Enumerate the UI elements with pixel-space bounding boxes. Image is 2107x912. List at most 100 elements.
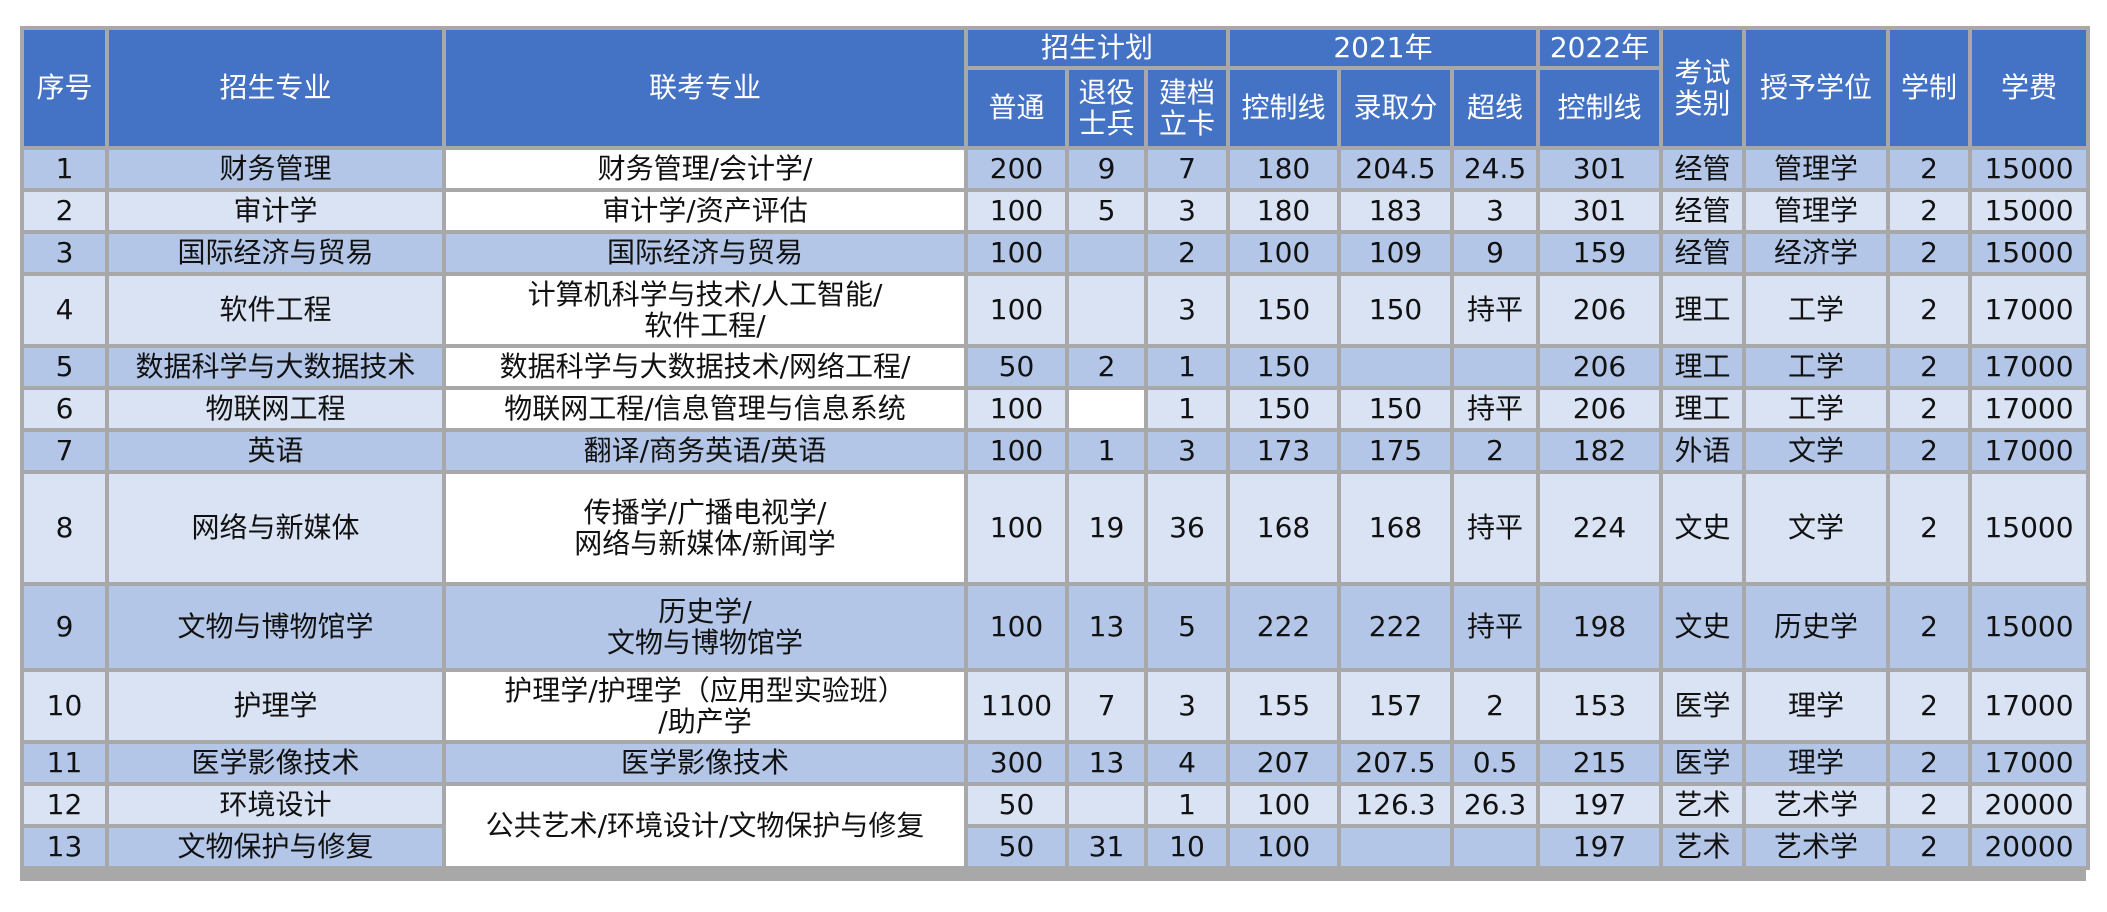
- table-row: 8 网络与新媒体 传播学/广播电视学/ 网络与新媒体/新闻学 100 19 36…: [20, 470, 2090, 586]
- cell-major: 审计学: [105, 188, 446, 234]
- cell-veteran: 9: [1065, 146, 1148, 192]
- table-row: 12 环境设计 公共艺术/环境设计/文物保护与修复 50 1 100 126.3…: [20, 782, 2090, 870]
- cell-poverty: 10: [1144, 824, 1230, 870]
- cell-over-2021: 持平: [1450, 582, 1540, 672]
- cell-duration: 2: [1886, 668, 1972, 744]
- exam-major-line: 网络与新媒体/新闻学: [574, 527, 836, 560]
- cell-seq: 4: [20, 272, 109, 348]
- cell-exam-type: 理工: [1659, 386, 1746, 432]
- header-control-2021: 控制线: [1226, 66, 1341, 150]
- cell-duration: 2: [1886, 344, 1972, 390]
- cell-degree: 理学: [1742, 668, 1890, 744]
- cell-degree: 工学: [1742, 272, 1890, 348]
- cell-fee: 15000: [1968, 146, 2090, 192]
- cell-exam-type: 医学: [1659, 668, 1746, 744]
- cell-major: 软件工程: [105, 272, 446, 348]
- cell-poverty: 5: [1144, 582, 1230, 672]
- cell-major: 财务管理: [105, 146, 446, 192]
- cell-score-2021: 168: [1337, 470, 1454, 586]
- cell-poverty: 3: [1144, 668, 1230, 744]
- cell-control-2021: 207: [1226, 740, 1341, 786]
- cell-major: 医学影像技术: [105, 740, 446, 786]
- cell-poverty: 2: [1144, 230, 1230, 276]
- cell-control-2022: 215: [1536, 740, 1663, 786]
- cell-duration: 2: [1886, 188, 1972, 234]
- cell-major: 国际经济与贸易: [105, 230, 446, 276]
- header-plan: 招生计划: [964, 26, 1230, 70]
- cell-degree: 文学: [1742, 470, 1890, 586]
- cell-duration: 2: [1886, 740, 1972, 786]
- cell-veteran: 13: [1065, 582, 1148, 672]
- cell-control-2022: 206: [1536, 386, 1663, 432]
- header-poverty-line-2: 立卡: [1158, 107, 1215, 140]
- cell-over-2021: [1450, 344, 1540, 390]
- cell-exam-major: 数据科学与大数据技术/网络工程/: [442, 344, 968, 390]
- cell-duration: 2: [1886, 146, 1972, 192]
- header-row-1: 序号 招生专业 联考专业 招生计划 2021年 2022年 考试 类别 授予学位…: [20, 26, 2090, 150]
- header-exam-type: 考试 类别: [1659, 26, 1746, 150]
- cell-over-2021: 3: [1450, 188, 1540, 234]
- cell-exam-major: 计算机科学与技术/人工智能/ 软件工程/: [442, 272, 968, 348]
- cell-score-2021: 157: [1337, 668, 1454, 744]
- cell-over-2021: 持平: [1450, 470, 1540, 586]
- table-row: 9 文物与博物馆学 历史学/ 文物与博物馆学 100 13 5 222 222 …: [20, 582, 2090, 672]
- cell-control-2021: 100: [1226, 824, 1341, 870]
- cell-normal: 50: [964, 782, 1069, 828]
- cell-duration: 2: [1886, 824, 1972, 870]
- cell-score-2021: 126.3: [1337, 782, 1454, 828]
- cell-normal: 100: [964, 188, 1069, 234]
- cell-exam-type: 文史: [1659, 470, 1746, 586]
- cell-control-2021: 155: [1226, 668, 1341, 744]
- header-row-2: 普通 退役 士兵 建档 立卡 控制线 录取分 超线 控制线: [22, 66, 2088, 150]
- admission-plan-table: 序号 招生专业 联考专业 招生计划 2021年 2022年 考试 类别 授予学位…: [20, 26, 2090, 870]
- cell-seq: 5: [20, 344, 109, 390]
- cell-control-2022: 197: [1536, 782, 1663, 828]
- cell-exam-major: 翻译/商务英语/英语: [442, 428, 968, 474]
- cell-degree: 工学: [1742, 344, 1890, 390]
- cell-control-2022: 159: [1536, 230, 1663, 276]
- cell-major: 网络与新媒体: [105, 470, 446, 586]
- cell-seq: 2: [20, 188, 109, 234]
- cell-exam-major: 公共艺术/环境设计/文物保护与修复: [442, 782, 968, 870]
- cell-normal: 100: [964, 470, 1069, 586]
- cell-score-2021: 207.5: [1337, 740, 1454, 786]
- table-row: 13 文物保护与修复 50 31 10 100 197 艺术 艺术学 2 200…: [20, 824, 2090, 870]
- header-2022: 2022年: [1536, 26, 1663, 70]
- cell-control-2021: 180: [1226, 188, 1341, 234]
- cell-score-2021: 150: [1337, 386, 1454, 432]
- cell-control-2021: 222: [1226, 582, 1341, 672]
- cell-over-2021: 2: [1450, 668, 1540, 744]
- admission-table-container: 序号 招生专业 联考专业 招生计划 2021年 2022年 考试 类别 授予学位…: [20, 26, 2090, 881]
- cell-degree: 艺术学: [1742, 824, 1890, 870]
- cell-degree: 管理学: [1742, 146, 1890, 192]
- cell-poverty: 7: [1144, 146, 1230, 192]
- table-row: 7 英语 翻译/商务英语/英语 100 1 3 173 175 2 182 外语…: [20, 428, 2090, 474]
- exam-major-line: 传播学/广播电视学/: [583, 495, 827, 529]
- cell-normal: 100: [964, 582, 1069, 672]
- cell-veteran: [1065, 230, 1148, 276]
- cell-exam-major: 护理学/护理学（应用型实验班） /助产学: [442, 668, 968, 744]
- cell-exam-type: 理工: [1659, 344, 1746, 390]
- cell-duration: 2: [1886, 272, 1972, 348]
- cell-seq: 10: [20, 668, 109, 744]
- cell-major: 护理学: [105, 668, 446, 744]
- cell-control-2022: 206: [1536, 272, 1663, 348]
- cell-degree: 历史学: [1742, 582, 1890, 672]
- cell-veteran: 13: [1065, 740, 1148, 786]
- cell-control-2021: 150: [1226, 344, 1341, 390]
- cell-score-2021: 109: [1337, 230, 1454, 276]
- cell-degree: 理学: [1742, 740, 1890, 786]
- cell-seq: 12: [20, 782, 109, 828]
- cell-control-2021: 173: [1226, 428, 1341, 474]
- cell-duration: 2: [1886, 582, 1972, 672]
- header-degree: 授予学位: [1742, 26, 1890, 150]
- cell-exam-major: 历史学/ 文物与博物馆学: [442, 582, 968, 672]
- table-row: 4 软件工程 计算机科学与技术/人工智能/ 软件工程/ 100 3 150 15…: [20, 272, 2090, 348]
- cell-fee: 15000: [1968, 582, 2090, 672]
- exam-major-line: 文物与博物馆学: [606, 626, 803, 659]
- cell-degree: 艺术学: [1742, 782, 1890, 828]
- cell-over-2021: 0.5: [1450, 740, 1540, 786]
- exam-major-line: 历史学/: [658, 594, 752, 628]
- table-row: 5 数据科学与大数据技术 数据科学与大数据技术/网络工程/ 50 2 1 150…: [20, 344, 2090, 390]
- cell-veteran: 31: [1065, 824, 1148, 870]
